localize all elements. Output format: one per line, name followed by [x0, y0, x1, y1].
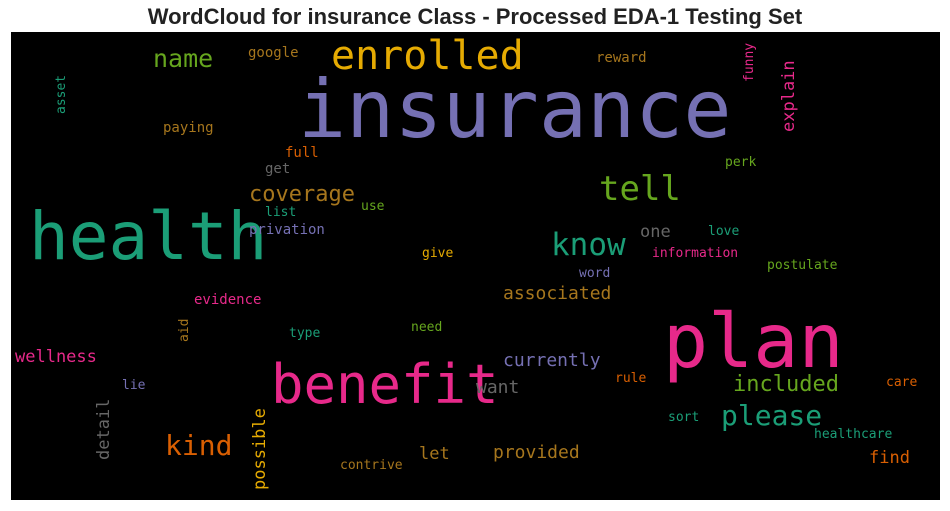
chart-title: WordCloud for insurance Class - Processe…: [147, 4, 803, 29]
word-coverage: coverage: [249, 182, 355, 207]
word-word: word: [579, 266, 611, 281]
word-know: know: [551, 227, 626, 263]
word-give: give: [422, 246, 454, 261]
word-healthcare: healthcare: [814, 427, 893, 442]
word-kind: kind: [165, 429, 233, 462]
word-currently: currently: [503, 350, 601, 371]
word-detail: detail: [94, 398, 114, 460]
word-full: full: [285, 145, 319, 161]
wordcloud-canvas: insurance health plan benefit enrolled tell kn…: [11, 32, 940, 500]
word-lie: lie: [122, 378, 146, 393]
word-name: name: [153, 44, 214, 73]
word-included: included: [733, 372, 839, 397]
word-possible: possible: [250, 408, 270, 490]
word-insurance: insurance: [298, 63, 732, 156]
word-contrive: contrive: [340, 458, 403, 473]
word-please: please: [721, 399, 823, 432]
word-get: get: [265, 161, 291, 177]
word-explain: explain: [779, 60, 799, 132]
word-tell: tell: [599, 169, 681, 209]
word-provided: provided: [493, 442, 580, 463]
word-wellness: wellness: [15, 347, 97, 367]
word-one: one: [640, 222, 671, 242]
word-use: use: [361, 199, 385, 214]
word-health: health: [29, 198, 268, 275]
word-funny: funny: [742, 42, 757, 82]
word-benefit: benefit: [271, 353, 499, 416]
word-paying: paying: [163, 120, 214, 136]
word-type: type: [289, 326, 321, 341]
word-let: let: [419, 444, 450, 464]
word-list: list: [265, 205, 297, 220]
word-need: need: [411, 320, 443, 335]
word-plan: plan: [663, 297, 844, 385]
word-google: google: [248, 45, 299, 61]
word-care: care: [886, 375, 918, 390]
word-want: want: [476, 377, 520, 398]
word-aid: aid: [177, 318, 192, 342]
word-information: information: [652, 246, 739, 261]
word-love: love: [708, 224, 740, 239]
word-associated: associated: [503, 283, 612, 304]
word-evidence: evidence: [194, 292, 262, 308]
word-rule: rule: [615, 371, 647, 386]
word-privation: privation: [249, 222, 325, 238]
word-find: find: [869, 448, 910, 468]
word-asset: asset: [54, 74, 69, 114]
word-sort: sort: [668, 410, 700, 425]
word-postulate: postulate: [767, 258, 838, 273]
word-perk: perk: [725, 155, 757, 170]
word-enrolled: enrolled: [331, 33, 524, 79]
word-reward: reward: [596, 50, 647, 66]
